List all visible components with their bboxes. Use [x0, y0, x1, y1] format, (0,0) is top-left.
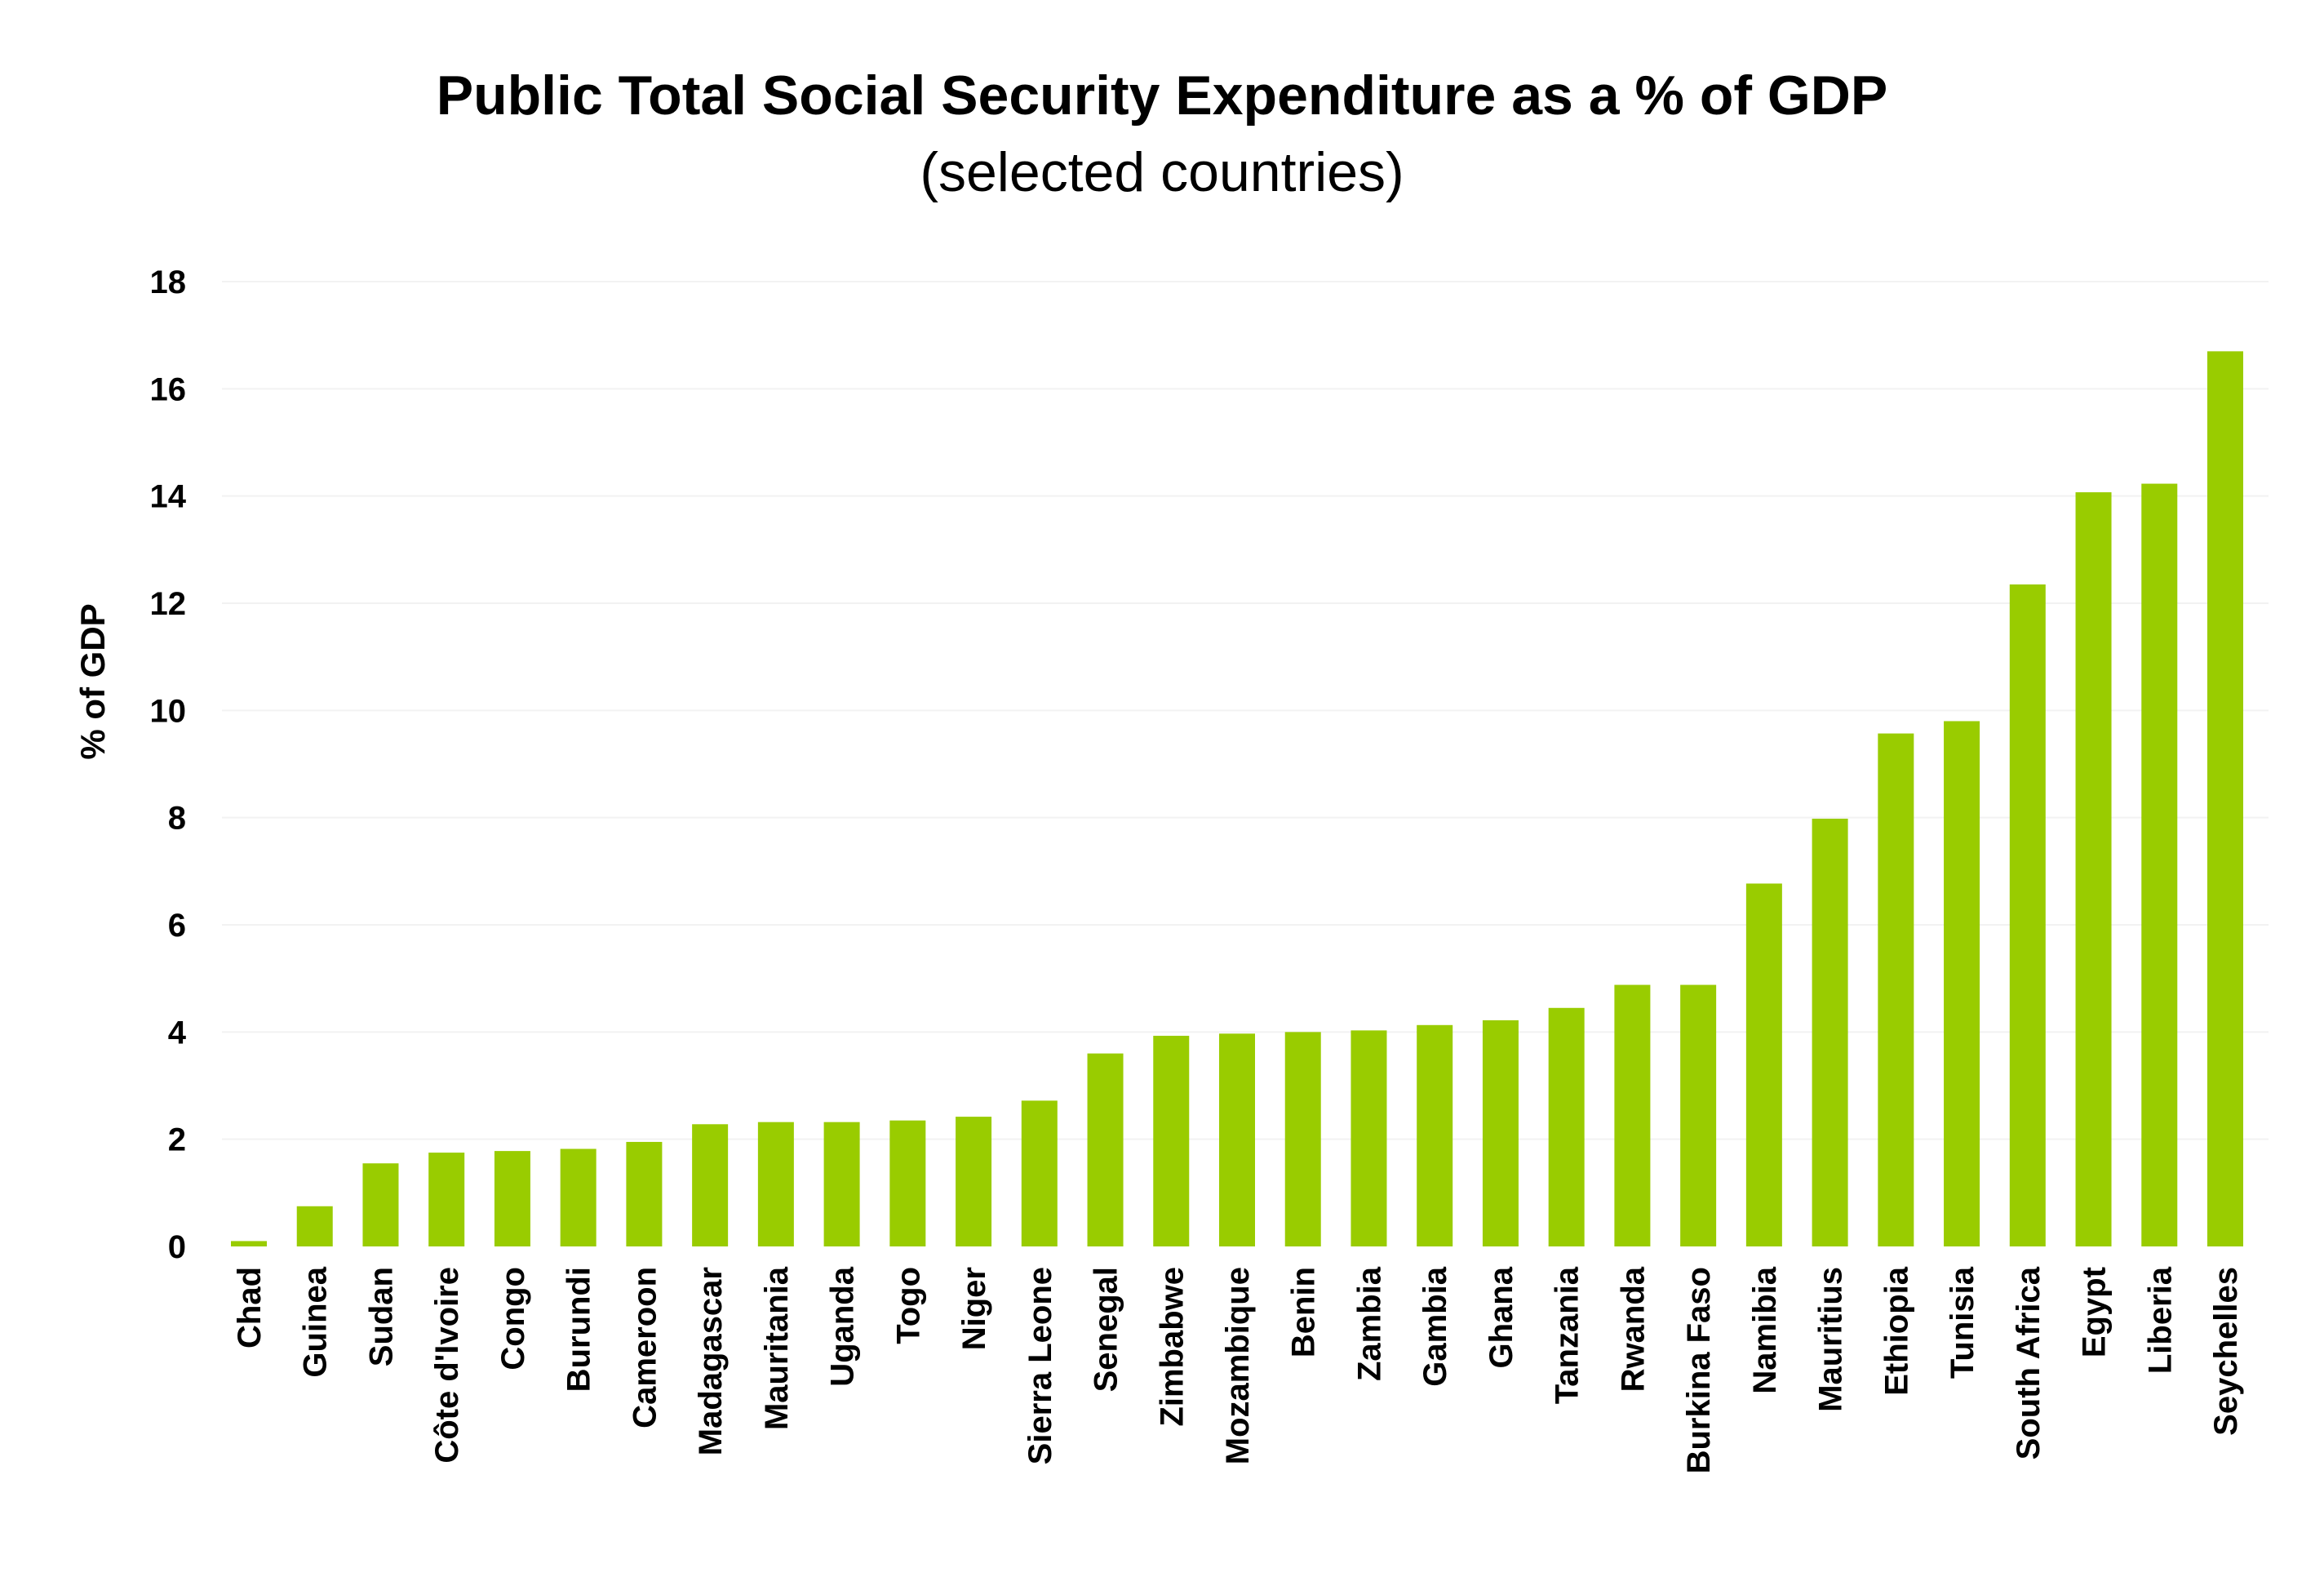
bar-chad — [231, 1241, 267, 1246]
bar-ethiopia — [1878, 733, 1914, 1246]
x-tick-label: Madagascar — [693, 1267, 729, 1455]
bar-liberia — [2141, 483, 2178, 1246]
x-tick-label: Guinea — [298, 1266, 334, 1377]
gridlines — [222, 281, 2269, 1140]
y-axis-ticks: 0 2 4 6 8 10 12 14 16 18 — [150, 264, 187, 1265]
x-tick-label: Ghana — [1484, 1266, 1519, 1368]
x-tick-label: Cameroon — [627, 1267, 663, 1428]
bar-senegal — [1087, 1053, 1124, 1246]
x-axis-ticks: Chad Guinea Sudan Côte d'Ivoire Congo Burundi… — [232, 1266, 2244, 1473]
bar-c-te-d-ivoire — [428, 1153, 465, 1246]
bars — [231, 351, 2243, 1246]
x-tick-label: Gambia — [1417, 1266, 1453, 1386]
x-tick-label: Togo — [890, 1267, 926, 1344]
bar-mauritius — [1812, 818, 1848, 1246]
chart-title: Public Total Social Security Expenditure… — [436, 64, 1888, 127]
x-tick-label: Zimbabwe — [1154, 1267, 1190, 1427]
x-tick-label: Rwanda — [1615, 1266, 1651, 1392]
x-tick-label: Sudan — [363, 1267, 399, 1366]
x-tick-label: Namibia — [1747, 1266, 1783, 1393]
x-tick-label: Liberia — [2142, 1266, 2178, 1374]
bar-gambia — [1417, 1024, 1453, 1246]
x-tick-label: Niger — [956, 1267, 992, 1350]
x-tick-label: South Africa — [2011, 1266, 2047, 1459]
bar-burkina-faso — [1680, 984, 1717, 1246]
bar-congo — [494, 1151, 530, 1246]
bar-seychelles — [2207, 351, 2243, 1246]
y-tick-label: 4 — [168, 1015, 187, 1051]
chart-subtitle: (selected countries) — [920, 141, 1404, 203]
y-tick-label: 8 — [168, 801, 186, 837]
x-tick-label: Mauritius — [1813, 1267, 1849, 1412]
y-tick-label: 6 — [168, 908, 186, 944]
x-tick-label: Senegal — [1089, 1267, 1124, 1392]
x-tick-label: Burundi — [561, 1267, 597, 1392]
y-tick-label: 16 — [150, 371, 187, 407]
y-tick-label: 10 — [150, 693, 187, 729]
y-tick-label: 0 — [168, 1229, 186, 1265]
x-tick-label: Mauritania — [759, 1266, 795, 1430]
bar-egypt — [2075, 492, 2112, 1246]
y-tick-label: 18 — [150, 264, 187, 300]
x-tick-label: Benin — [1286, 1267, 1322, 1357]
x-tick-label: Chad — [232, 1267, 268, 1348]
x-tick-label: Mozambique — [1220, 1267, 1256, 1464]
x-tick-label: Uganda — [825, 1266, 861, 1386]
y-axis-label: % of GDP — [73, 603, 112, 759]
bar-sudan — [362, 1163, 399, 1246]
x-tick-label: Tanzania — [1550, 1266, 1586, 1404]
x-tick-label: Sierra Leone — [1022, 1267, 1058, 1464]
x-tick-label: Egypt — [2077, 1267, 2113, 1357]
bar-zambia — [1350, 1030, 1387, 1246]
x-tick-label: Burkina Faso — [1681, 1267, 1717, 1473]
bar-rwanda — [1614, 984, 1651, 1246]
bar-madagascar — [692, 1124, 729, 1246]
bar-sierra-leone — [1021, 1100, 1058, 1246]
y-tick-label: 2 — [168, 1122, 186, 1158]
x-tick-label: Ethiopia — [1878, 1266, 1914, 1396]
bar-south-africa — [2009, 584, 2046, 1246]
bar-burundi — [560, 1148, 597, 1246]
x-tick-label: Seychelles — [2208, 1267, 2244, 1436]
bar-namibia — [1745, 883, 1782, 1246]
bar-niger — [956, 1117, 992, 1246]
x-tick-label: Tunisia — [1945, 1266, 1980, 1379]
bar-tanzania — [1548, 1007, 1585, 1246]
bar-cameroon — [626, 1141, 663, 1246]
x-tick-label: Congo — [495, 1267, 531, 1371]
bar-mauritania — [757, 1122, 794, 1246]
x-tick-label: Côte d'Ivoire — [429, 1267, 465, 1464]
x-tick-label: Zambia — [1351, 1266, 1387, 1381]
bar-uganda — [823, 1122, 860, 1246]
bar-zimbabwe — [1153, 1035, 1190, 1246]
y-tick-label: 12 — [150, 586, 187, 622]
bar-guinea — [296, 1206, 333, 1246]
bar-mozambique — [1219, 1033, 1255, 1246]
y-tick-label: 14 — [150, 479, 187, 515]
bar-benin — [1284, 1032, 1321, 1246]
bar-togo — [889, 1120, 926, 1246]
bar-tunisia — [1944, 721, 1980, 1246]
bar-ghana — [1482, 1020, 1519, 1246]
